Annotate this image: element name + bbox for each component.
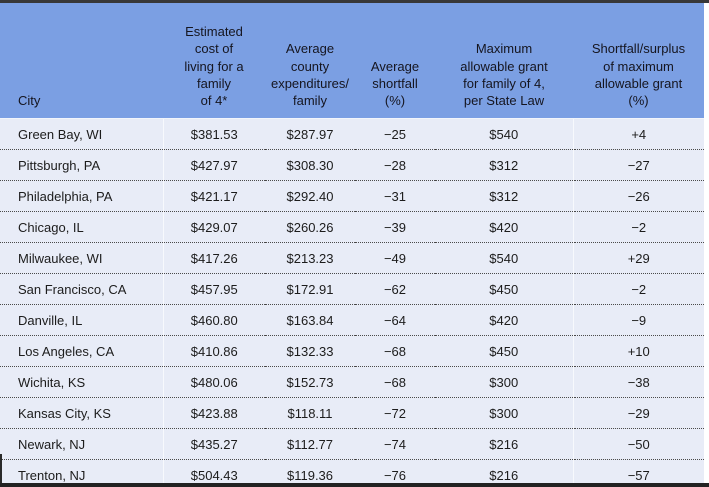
cell-max-grant: $312	[435, 149, 573, 181]
cell-estimated-cost: $504.43	[162, 459, 265, 483]
cell-shortfall-surplus: −38	[572, 366, 704, 398]
city-grant-table: City Estimated cost of living for a fami…	[0, 3, 704, 483]
cell-average-shortfall: −39	[355, 211, 435, 243]
cell-estimated-cost: $457.95	[162, 273, 265, 305]
cell-max-grant: $540	[435, 118, 573, 150]
cell-estimated-cost: $480.06	[162, 366, 265, 398]
table-row: Chicago, IL $429.07 $260.26 −39 $420 −2	[0, 211, 704, 243]
cell-city: Kansas City, KS	[0, 397, 163, 429]
cell-average-shortfall: −72	[355, 397, 435, 429]
cell-county-expenditures: $163.84	[265, 304, 355, 336]
cell-city: Green Bay, WI	[0, 118, 163, 150]
cell-estimated-cost: $429.07	[162, 211, 265, 243]
cell-city: Trenton, NJ	[0, 459, 163, 483]
cell-county-expenditures: $260.26	[265, 211, 355, 243]
table-row: Milwaukee, WI $417.26 $213.23 −49 $540 +…	[0, 242, 704, 274]
table-row: Los Angeles, CA $410.86 $132.33 −68 $450…	[0, 335, 704, 367]
cell-city: Philadelphia, PA	[0, 180, 163, 212]
table-row: Trenton, NJ $504.43 $119.36 −76 $216 −57	[0, 459, 704, 483]
cell-max-grant: $450	[435, 273, 573, 305]
cell-shortfall-surplus: −57	[572, 459, 704, 483]
cell-shortfall-surplus: +29	[572, 242, 704, 274]
cell-estimated-cost: $460.80	[162, 304, 265, 336]
cell-shortfall-surplus: −27	[572, 149, 704, 181]
cell-shortfall-surplus: −9	[572, 304, 704, 336]
cell-county-expenditures: $132.33	[265, 335, 355, 367]
cell-average-shortfall: −31	[355, 180, 435, 212]
cell-max-grant: $312	[435, 180, 573, 212]
cell-estimated-cost: $421.17	[162, 180, 265, 212]
cell-city: San Francisco, CA	[0, 273, 163, 305]
cell-estimated-cost: $427.97	[162, 149, 265, 181]
cell-county-expenditures: $292.40	[265, 180, 355, 212]
cell-county-expenditures: $119.36	[265, 459, 355, 483]
table-row: San Francisco, CA $457.95 $172.91 −62 $4…	[0, 273, 704, 305]
col-header-estimated-cost: Estimated cost of living for a family of…	[163, 3, 265, 119]
table-row: Danville, IL $460.80 $163.84 −64 $420 −9	[0, 304, 704, 336]
cell-city: Milwaukee, WI	[0, 242, 163, 274]
table-row: Pittsburgh, PA $427.97 $308.30 −28 $312 …	[0, 149, 704, 181]
cell-shortfall-surplus: +10	[572, 335, 704, 367]
table-row: Newark, NJ $435.27 $112.77 −74 $216 −50	[0, 428, 704, 460]
cell-max-grant: $216	[435, 459, 573, 483]
cell-average-shortfall: −76	[355, 459, 435, 483]
col-header-city: City	[0, 3, 163, 119]
cell-city: Newark, NJ	[0, 428, 163, 460]
cell-county-expenditures: $152.73	[265, 366, 355, 398]
cell-average-shortfall: −68	[355, 335, 435, 367]
table-row: Kansas City, KS $423.88 $118.11 −72 $300…	[0, 397, 704, 429]
cell-max-grant: $540	[435, 242, 573, 274]
cell-county-expenditures: $112.77	[265, 428, 355, 460]
cell-county-expenditures: $118.11	[265, 397, 355, 429]
table-row: Wichita, KS $480.06 $152.73 −68 $300 −38	[0, 366, 704, 398]
cell-estimated-cost: $423.88	[162, 397, 265, 429]
cell-shortfall-surplus: +4	[572, 118, 704, 150]
cell-max-grant: $300	[435, 397, 573, 429]
table-row: Green Bay, WI $381.53 $287.97 −25 $540 +…	[0, 118, 704, 150]
cell-county-expenditures: $172.91	[265, 273, 355, 305]
cell-estimated-cost: $435.27	[162, 428, 265, 460]
cell-average-shortfall: −25	[355, 118, 435, 150]
cell-county-expenditures: $213.23	[265, 242, 355, 274]
cell-city: Pittsburgh, PA	[0, 149, 163, 181]
cell-max-grant: $216	[435, 428, 573, 460]
header-row: City Estimated cost of living for a fami…	[0, 3, 704, 119]
cell-estimated-cost: $381.53	[162, 118, 265, 150]
cell-shortfall-surplus: −26	[572, 180, 704, 212]
table-header: City Estimated cost of living for a fami…	[0, 3, 704, 119]
cell-city: Los Angeles, CA	[0, 335, 163, 367]
cell-average-shortfall: −74	[355, 428, 435, 460]
cell-average-shortfall: −68	[355, 366, 435, 398]
cell-max-grant: $420	[435, 304, 573, 336]
left-border-fragment	[0, 454, 2, 483]
cell-estimated-cost: $417.26	[162, 242, 265, 274]
cell-average-shortfall: −49	[355, 242, 435, 274]
table-row: Philadelphia, PA $421.17 $292.40 −31 $31…	[0, 180, 704, 212]
cell-city: Wichita, KS	[0, 366, 163, 398]
col-header-average-shortfall: Average shortfall (%)	[355, 3, 435, 119]
col-header-max-grant: Maximum allowable grant for family of 4,…	[435, 3, 573, 119]
cell-shortfall-surplus: −29	[572, 397, 704, 429]
cell-average-shortfall: −28	[355, 149, 435, 181]
col-header-shortfall-surplus: Shortfall/surplus of maximum allowable g…	[573, 3, 704, 119]
cell-county-expenditures: $308.30	[265, 149, 355, 181]
cell-average-shortfall: −62	[355, 273, 435, 305]
cell-shortfall-surplus: −2	[572, 273, 704, 305]
cell-max-grant: $450	[435, 335, 573, 367]
cell-max-grant: $300	[435, 366, 573, 398]
table-body: Green Bay, WI $381.53 $287.97 −25 $540 +…	[0, 118, 704, 483]
cell-city: Danville, IL	[0, 304, 163, 336]
cell-shortfall-surplus: −2	[572, 211, 704, 243]
cell-average-shortfall: −64	[355, 304, 435, 336]
cell-shortfall-surplus: −50	[572, 428, 704, 460]
cell-estimated-cost: $410.86	[162, 335, 265, 367]
col-header-county-expenditures: Average county expenditures/ family	[265, 3, 355, 119]
cell-city: Chicago, IL	[0, 211, 163, 243]
cell-max-grant: $420	[435, 211, 573, 243]
cell-county-expenditures: $287.97	[265, 118, 355, 150]
